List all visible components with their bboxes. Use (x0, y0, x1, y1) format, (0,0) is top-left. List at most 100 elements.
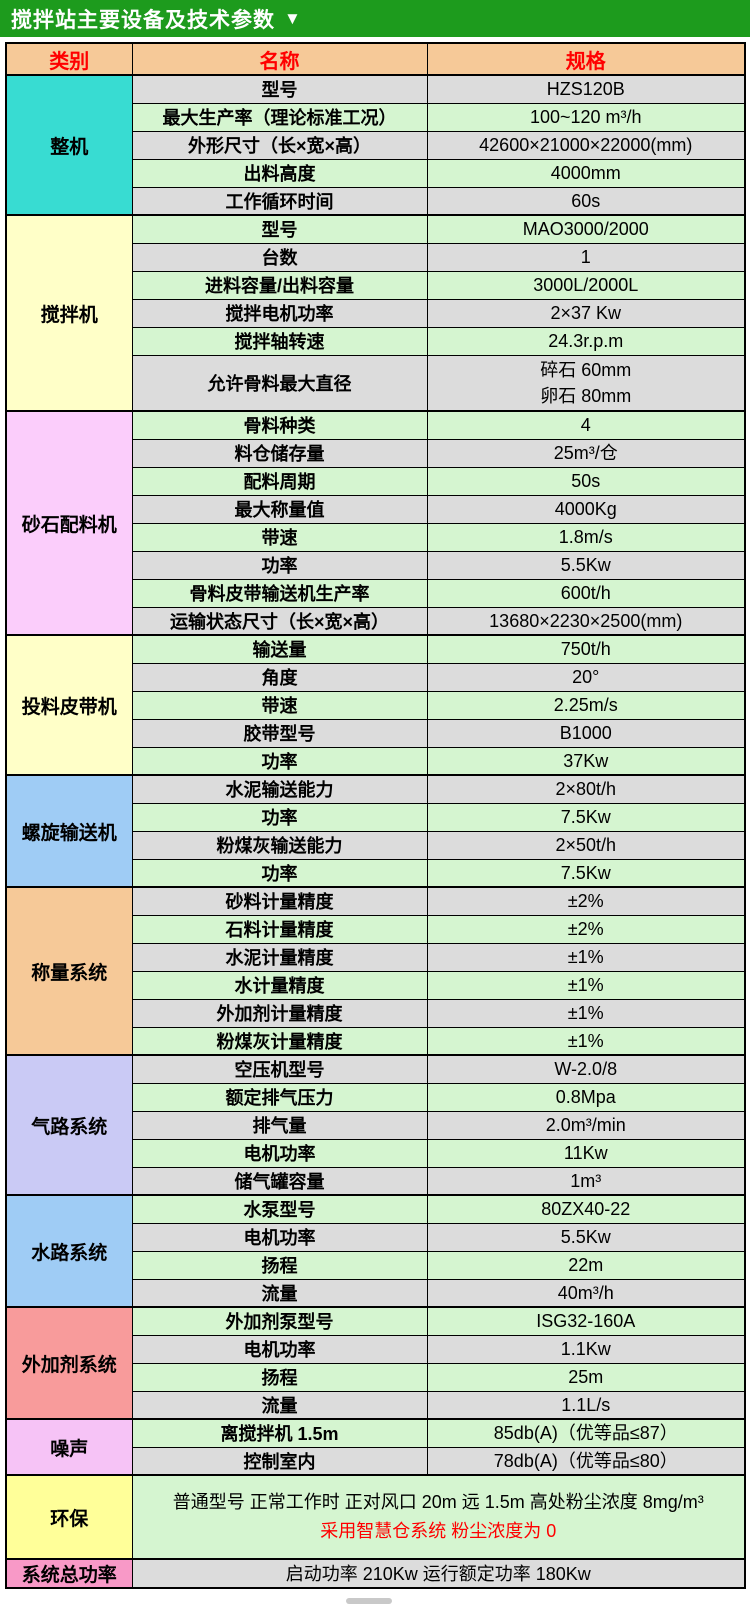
param-name-cell: 空压机型号 (131, 1054, 428, 1084)
table-row: 砂石配料机 骨料种类 4 (5, 410, 746, 636)
param-spec-cell: MAO3000/2000 (426, 214, 746, 244)
table-row: 胶带型号 B1000 (6, 718, 746, 748)
param-name-cell: 型号 (131, 74, 428, 104)
table-row: 电机功率 11Kw (6, 1138, 746, 1168)
param-spec-cell: 4 (426, 410, 746, 440)
param-name-cell: 搅拌电机功率 (131, 298, 428, 328)
param-name-cell: 台数 (131, 242, 428, 272)
collapse-arrow-icon[interactable]: ▼ (284, 8, 302, 28)
param-spec-cell: 2×37 Kw (426, 298, 746, 328)
param-name-cell: 电机功率 (131, 1222, 428, 1252)
table-title-bar: 搅拌站主要设备及技术参数 ▼ (0, 0, 750, 37)
table-row: 带速 2.25m/s (6, 690, 746, 720)
category-cell: 环保 (5, 1474, 133, 1560)
param-spec-cell: 25m (426, 1362, 746, 1392)
table-row: 额定排气压力 0.8Mpa (6, 1082, 746, 1112)
param-name-cell: 粉煤灰输送能力 (131, 830, 428, 860)
merged-spec-line: 普通型号 正常工作时 正对风口 20m 远 1.5m 高处粉尘浓度 8mg/m³ (172, 1492, 704, 1512)
param-spec-cell: ±1% (426, 942, 746, 972)
param-spec-cell: 2×80t/h (426, 774, 746, 804)
category-cell: 水路系统 (5, 1194, 133, 1308)
table-row: 排气量 2.0m³/min (6, 1110, 746, 1140)
param-spec-cell: 37Kw (426, 746, 746, 776)
param-spec-cell: 0.8Mpa (426, 1082, 746, 1112)
param-name-cell: 功率 (131, 802, 428, 832)
merged-spec-cell: 启动功率 210Kw 运行额定功率 180Kw (131, 1558, 746, 1589)
scrollbar-handle[interactable] (346, 1598, 392, 1604)
param-name-cell: 扬程 (131, 1362, 428, 1392)
category-cell: 搅拌机 (5, 214, 133, 412)
param-name-cell: 控制室内 (131, 1446, 428, 1476)
merged-spec-cell: 普通型号 正常工作时 正对风口 20m 远 1.5m 高处粉尘浓度 8mg/m³… (131, 1474, 746, 1560)
col-header-name: 名称 (131, 42, 428, 76)
param-name-cell: 水泥计量精度 (131, 942, 428, 972)
param-spec-cell: 1 (426, 242, 746, 272)
param-name-cell: 进料容量/出料容量 (131, 270, 428, 300)
param-spec-cell: 7.5Kw (426, 858, 746, 888)
page-title: 搅拌站主要设备及技术参数 (11, 8, 275, 32)
param-name-cell: 额定排气压力 (131, 1082, 428, 1112)
param-name-cell: 外形尺寸（长×宽×高） (131, 130, 428, 160)
table-row: 粉煤灰输送能力 2×50t/h (6, 830, 746, 860)
param-spec-cell: ±1% (426, 1026, 746, 1056)
param-spec-cell: ±2% (426, 886, 746, 916)
param-spec-cell: 600t/h (426, 578, 746, 608)
param-name-cell: 带速 (131, 690, 428, 720)
category-cell: 整机 (5, 74, 133, 216)
table-row: 螺旋输送机 水泥输送能力 2×80t/h (5, 774, 746, 888)
col-header-category: 类别 (5, 42, 133, 76)
param-name-cell: 输送量 (131, 634, 428, 664)
table-row: 噪声 离搅拌机 1.5m 85db(A)（优等品≤87） (5, 1418, 746, 1476)
col-header-spec: 规格 (426, 42, 746, 76)
param-name-cell: 流量 (131, 1278, 428, 1308)
param-name-cell: 石料计量精度 (131, 914, 428, 944)
category-cell: 投料皮带机 (5, 634, 133, 776)
param-spec-cell: 2.25m/s (426, 690, 746, 720)
param-spec-cell: HZS120B (426, 74, 746, 104)
param-spec-cell: 1.1L/s (426, 1390, 746, 1420)
param-spec-cell: 20° (426, 662, 746, 692)
param-spec-cell: 1m³ (426, 1166, 746, 1196)
param-name-cell: 外加剂泵型号 (131, 1306, 428, 1336)
param-name-cell: 电机功率 (131, 1138, 428, 1168)
table-row: 骨料皮带输送机生产率 600t/h (6, 578, 746, 608)
table-row: 粉煤灰计量精度 ±1% (6, 1026, 746, 1056)
param-spec-cell: B1000 (426, 718, 746, 748)
table-row: 最大生产率（理论标准工况） 100~120 m³/h (6, 102, 746, 132)
param-spec-cell: 3000L/2000L (426, 270, 746, 300)
spec-table: 类别 名称 规格 整机 型号 HZS120B 最大生产率（理论标准工况） 100~120… (5, 42, 746, 1589)
category-cell: 外加剂系统 (5, 1306, 133, 1420)
param-spec-cell: 4000mm (426, 158, 746, 188)
param-spec-cell: 24.3r.p.m (426, 326, 746, 356)
table-row: 角度 20° (6, 662, 746, 692)
param-name-cell: 出料高度 (131, 158, 428, 188)
table-row: 水路系统 水泵型号 80ZX40-22 (5, 1194, 746, 1308)
header-row: 类别 名称 规格 (5, 42, 746, 76)
param-name-cell: 胶带型号 (131, 718, 428, 748)
category-cell: 气路系统 (5, 1054, 133, 1196)
category-cell: 砂石配料机 (5, 410, 133, 636)
param-spec-cell: 85db(A)（优等品≤87） (426, 1418, 746, 1448)
param-name-cell: 运输状态尺寸（长×宽×高） (131, 606, 428, 636)
param-name-cell: 电机功率 (131, 1334, 428, 1364)
param-name-cell: 搅拌轴转速 (131, 326, 428, 356)
table-row: 外形尺寸（长×宽×高） 42600×21000×22000(mm) (6, 130, 746, 160)
param-spec-cell: 11Kw (426, 1138, 746, 1168)
table-row: 石料计量精度 ±2% (6, 914, 746, 944)
param-name-cell: 流量 (131, 1390, 428, 1420)
param-spec-cell: 40m³/h (426, 1278, 746, 1308)
param-spec-cell: 碎石 60mm 卵石 80mm (426, 354, 746, 412)
category-cell: 噪声 (5, 1418, 133, 1476)
table-row: 扬程 25m (6, 1362, 746, 1392)
param-name-cell: 扬程 (131, 1250, 428, 1280)
param-name-cell: 功率 (131, 746, 428, 776)
param-spec-cell: 25m³/仓 (426, 438, 746, 468)
param-spec-cell: 50s (426, 466, 746, 496)
param-spec-cell: 750t/h (426, 634, 746, 664)
table-row: 控制室内 78db(A)（优等品≤80） (6, 1446, 746, 1476)
param-name-cell: 型号 (131, 214, 428, 244)
param-spec-cell: ±1% (426, 970, 746, 1000)
param-spec-cell: ±2% (426, 914, 746, 944)
param-name-cell: 功率 (131, 550, 428, 580)
param-name-cell: 离搅拌机 1.5m (131, 1418, 428, 1448)
